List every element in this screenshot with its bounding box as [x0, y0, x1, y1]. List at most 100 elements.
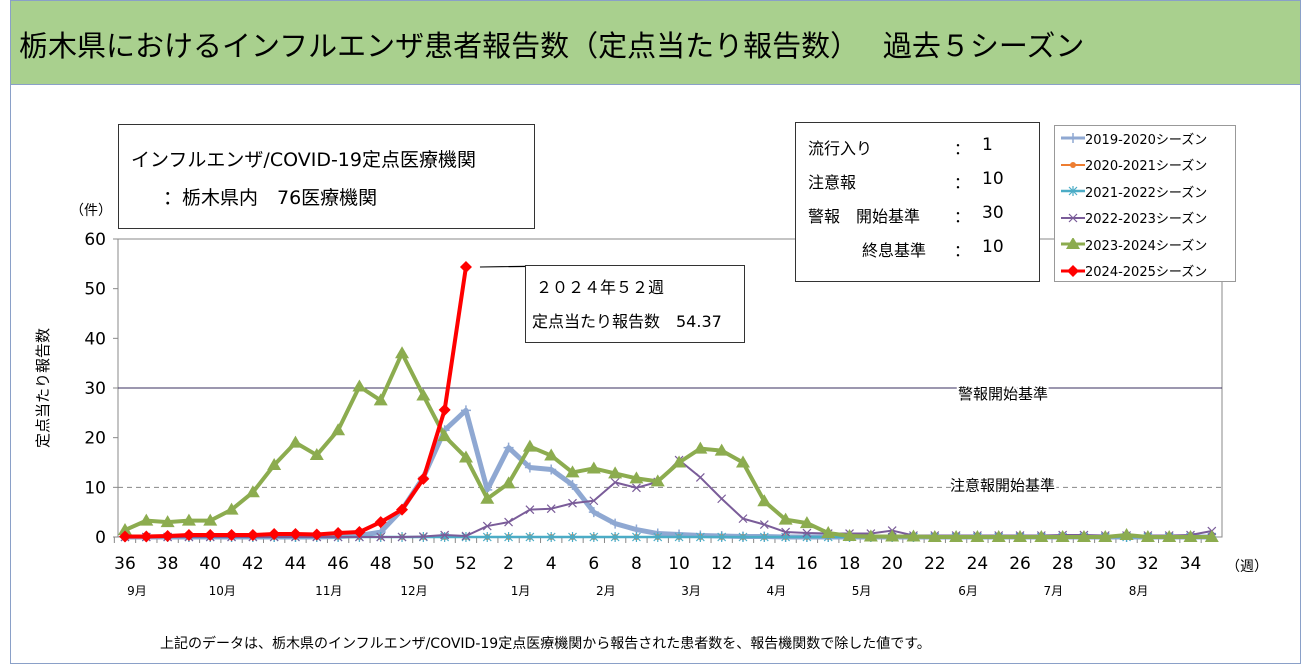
- data-point: [418, 532, 428, 541]
- x-tick-label: 26: [1009, 554, 1031, 574]
- legend: 2019-2020シーズン 2020-2021シーズン 2021-2022シーズン 2…: [1054, 125, 1236, 282]
- data-point: [906, 529, 921, 542]
- criteria-label: 警報 開始基準: [808, 207, 921, 226]
- legend-swatch: [1061, 186, 1085, 196]
- data-point: [802, 528, 812, 538]
- data-point: [268, 528, 281, 541]
- x-tick-label: 14: [753, 554, 775, 574]
- y-tick-label: 40: [84, 329, 106, 349]
- data-point: [589, 532, 599, 542]
- data-point: [267, 457, 282, 470]
- data-point: [373, 393, 388, 406]
- legend-swatch: [1061, 133, 1085, 143]
- series-2024-2025: [119, 260, 472, 543]
- legend-swatch: [1061, 264, 1085, 277]
- data-point: [1066, 238, 1080, 249]
- data-point: [246, 529, 259, 542]
- data-point: [608, 466, 623, 479]
- x-tick-label: 36: [114, 554, 136, 574]
- criteria-label: 終息基準: [862, 241, 927, 260]
- data-point: [459, 260, 472, 273]
- data-point: [1068, 213, 1078, 222]
- data-point: [781, 527, 791, 537]
- data-point: [374, 516, 387, 529]
- info-box: インフルエンザ/COVID-19定点医療機関 ：栃木県内 76医療機関: [118, 124, 535, 229]
- data-point: [735, 455, 750, 468]
- data-point: [991, 530, 1006, 542]
- criteria-sep: ：: [954, 139, 971, 158]
- data-point: [289, 528, 302, 541]
- data-point: [757, 494, 772, 507]
- x-tick-label: 8: [631, 554, 642, 574]
- x-tick-label: 30: [1094, 554, 1116, 574]
- x-tick-label: 18: [839, 554, 861, 574]
- legend-item: 2019-2020シーズン: [1061, 128, 1207, 148]
- data-point: [376, 532, 386, 542]
- x-tick-label: 42: [242, 554, 264, 574]
- data-point: [504, 532, 514, 542]
- footnote: 上記のデータは、栃木県のインフルエンザ/COVID-19定点医療機関から報告され…: [160, 636, 931, 652]
- month-label: 2月: [596, 584, 616, 598]
- data-point: [632, 532, 641, 542]
- data-point: [653, 532, 663, 542]
- data-point: [1055, 530, 1070, 542]
- data-point: [565, 465, 580, 478]
- criteria-value: 10: [982, 169, 1004, 189]
- x-tick-label: 40: [199, 554, 221, 574]
- legend-swatch: [1061, 213, 1085, 222]
- data-point: [437, 429, 452, 442]
- data-point: [672, 455, 687, 468]
- data-point: [589, 496, 599, 506]
- data-point: [695, 472, 705, 482]
- data-point: [225, 529, 238, 542]
- legend-item: 2024-2025シーズン: [1061, 261, 1207, 281]
- month-label: 8月: [1129, 584, 1149, 598]
- info-line-1: インフルエンザ/COVID-19定点医療機関: [131, 149, 476, 171]
- month-label: 1月: [511, 584, 531, 598]
- data-point: [1067, 264, 1079, 277]
- data-point: [204, 529, 217, 542]
- data-point: [417, 472, 430, 485]
- data-point: [525, 532, 535, 542]
- month-label: 11月: [315, 584, 342, 598]
- data-point: [610, 518, 621, 529]
- legend-item: 2020-2021シーズン: [1061, 155, 1207, 175]
- data-point: [759, 520, 769, 530]
- x-tick-label: 48: [370, 554, 392, 574]
- data-point: [245, 485, 260, 498]
- y-tick-label: 10: [84, 478, 106, 498]
- legend-label: 2022-2023シーズン: [1085, 212, 1208, 227]
- x-tick-label: 38: [157, 554, 179, 574]
- series-2022-2023: [120, 455, 1217, 542]
- data-point: [160, 515, 175, 528]
- legend-item: 2021-2022シーズン: [1061, 181, 1207, 201]
- data-point: [970, 530, 985, 542]
- data-point: [885, 529, 900, 542]
- data-point: [203, 513, 218, 526]
- data-point: [1119, 528, 1134, 541]
- data-point: [525, 505, 535, 515]
- x-tick-label: 6: [588, 554, 599, 574]
- data-point: [863, 529, 878, 542]
- data-point: [139, 513, 154, 526]
- reference-line-label: 警報開始基準: [958, 385, 1048, 403]
- data-point: [1162, 530, 1177, 542]
- data-point: [332, 527, 345, 540]
- criteria-value: 10: [982, 237, 1004, 257]
- series-line: [124, 351, 1212, 539]
- data-point: [480, 491, 495, 504]
- data-point: [396, 503, 409, 516]
- page-title: 栃木県におけるインフルエンザ患者報告数（定点当たり報告数） 過去５シーズン: [19, 29, 1085, 63]
- data-point: [949, 530, 964, 542]
- legend-label: 2020-2021シーズン: [1085, 159, 1208, 174]
- data-point: [588, 507, 599, 518]
- month-label: 9月: [127, 584, 147, 598]
- data-point: [504, 517, 514, 527]
- data-point: [440, 530, 450, 540]
- legend-swatch: [1061, 161, 1085, 168]
- x-tick-label: 10: [668, 554, 690, 574]
- criteria-box: 流行入り ： 1 注意報 ： 10 警報 開始基準 ： 30 終息基準 ： 10: [795, 122, 1040, 282]
- month-label: 7月: [1044, 584, 1064, 598]
- data-point: [610, 532, 620, 542]
